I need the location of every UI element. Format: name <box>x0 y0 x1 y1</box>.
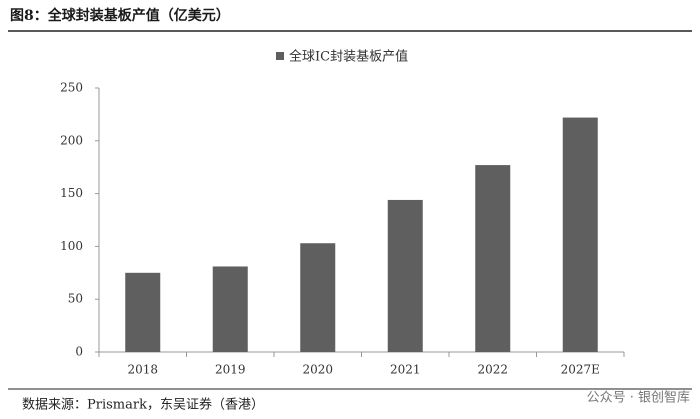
source: 数据来源：Prismark，东吴证券（香港） <box>22 397 264 413</box>
watermark: 公众号 · 银创智库 <box>587 390 690 406</box>
x-tick-label: 2022 <box>477 363 508 377</box>
y-tick-label: 150 <box>60 186 83 200</box>
bar <box>387 199 423 352</box>
x-tick-label: 2021 <box>390 363 421 377</box>
bar <box>475 165 511 352</box>
legend-swatch <box>276 52 284 60</box>
x-tick-label: 2019 <box>215 363 246 377</box>
y-tick-label: 0 <box>75 345 83 359</box>
bar <box>212 266 248 352</box>
bar <box>562 117 598 353</box>
x-tick-label: 2027E <box>561 363 600 377</box>
y-tick-label: 50 <box>68 292 83 306</box>
y-tick-label: 100 <box>60 239 83 253</box>
x-tick-label: 2020 <box>302 363 333 377</box>
x-tick-label: 2018 <box>127 363 158 377</box>
bar <box>300 243 336 352</box>
legend-label: 全球IC封装基板产值 <box>289 49 408 65</box>
bar <box>125 272 161 352</box>
y-tick-label: 200 <box>60 133 83 147</box>
y-tick-label: 250 <box>60 81 83 95</box>
chart-title: 图8：全球封装基板产值（亿美元） <box>10 7 230 24</box>
